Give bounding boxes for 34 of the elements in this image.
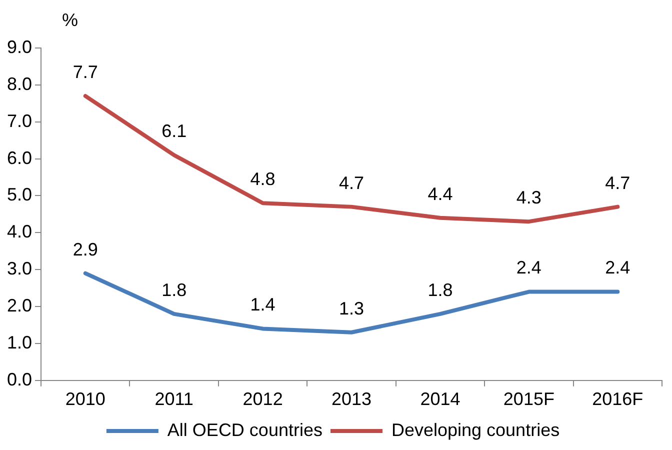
y-tick-label: 6.0 (6, 148, 32, 168)
data-label: 1.8 (428, 280, 453, 300)
data-label: 4.7 (338, 172, 364, 193)
y-tick-label: 1.0 (6, 332, 32, 352)
y-tick-label: 2.0 (6, 296, 32, 316)
x-tick-label: 2015F (503, 389, 554, 410)
y-tick-label: 9.0 (6, 36, 32, 57)
y-tick-label: 0.0 (6, 369, 32, 390)
data-label: 7.7 (72, 62, 98, 82)
x-tick-label: 2011 (154, 389, 194, 410)
data-label: 4.3 (516, 188, 542, 208)
y-tick-label: 7.0 (6, 110, 32, 131)
data-label: 1.4 (250, 294, 276, 315)
x-tick-label: 2016F (592, 389, 644, 410)
x-tick-label: 2012 (242, 389, 283, 410)
x-tick-label: 2013 (331, 389, 372, 410)
data-label: 2.4 (516, 258, 542, 278)
x-tick-label: 2010 (65, 389, 106, 410)
data-label: 1.3 (338, 298, 364, 318)
data-label: 2.9 (72, 239, 98, 260)
y-tick-label: 3.0 (6, 258, 32, 279)
y-axis-title: % (62, 10, 78, 30)
y-tick-label: 8.0 (6, 74, 32, 94)
y-tick-label: 5.0 (6, 184, 32, 205)
data-label: 4.8 (250, 169, 276, 190)
x-tick-label: 2014 (420, 389, 460, 410)
legend-label: All OECD countries (167, 420, 322, 440)
y-tick-label: 4.0 (6, 222, 32, 242)
data-label: 4.7 (605, 172, 630, 193)
legend-label: Developing countries (391, 420, 560, 440)
data-label: 4.4 (428, 184, 453, 204)
data-label: 1.8 (162, 280, 187, 300)
data-label: 2.4 (605, 258, 630, 278)
data-label: 6.1 (162, 121, 187, 142)
